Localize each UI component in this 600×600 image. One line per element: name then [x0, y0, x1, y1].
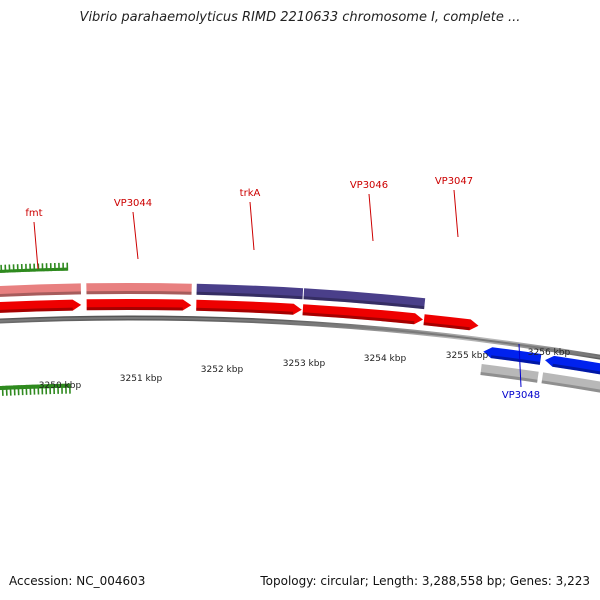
cds-forward-arrow [0, 299, 82, 313]
scale-label: 3251 kbp [120, 374, 163, 384]
chromosome-backbone [0, 315, 600, 360]
scale-label: 3254 kbp [364, 354, 407, 364]
label-leaders [33, 189, 522, 388]
cds-forward-shade [196, 307, 294, 315]
leader-line [33, 221, 39, 270]
gene-label: VP3046 [350, 180, 388, 191]
leader-line [249, 201, 255, 251]
cds-reverse-shade [552, 363, 600, 375]
scale-label: 3252 kbp [201, 365, 244, 375]
scale-label: 3250 kbp [39, 381, 82, 391]
cds-forward-shade [302, 312, 415, 325]
gene-block-reverse-shade [541, 380, 600, 393]
scale-label: 3253 kbp [283, 359, 326, 369]
gene-block [196, 283, 304, 300]
gene-labels: fmt VP3044 trkA VP3046 VP3047 VP3048 [25, 176, 540, 401]
gene-label: fmt [25, 208, 42, 219]
gene-label: trkA [240, 188, 261, 199]
cds-forward-shade [423, 322, 470, 331]
gene-block-reverse [480, 364, 539, 383]
accession-text: Accession: NC_004603 [9, 574, 146, 588]
gene-block [86, 282, 192, 295]
gene-block-reverse [541, 372, 600, 393]
leader-line [368, 193, 374, 242]
gene-block-shade [303, 296, 425, 310]
cds-forward-shade [86, 306, 183, 311]
inner-tick [5, 385, 8, 396]
leader-line [132, 211, 139, 260]
gene-block-shade [0, 291, 81, 297]
topology-summary: Topology: circular; Length: 3,288,558 bp… [260, 574, 590, 588]
cds-reverse-shade [490, 355, 541, 365]
scale-labels: 3250 kbp 3251 kbp 3252 kbp 3253 kbp 3254 kbp… [39, 348, 571, 391]
gene-label: VP3047 [435, 176, 473, 187]
feature-track [0, 282, 600, 393]
gene-block [0, 283, 81, 297]
cds-forward-arrow [196, 299, 302, 315]
cds-forward-arrow [423, 314, 479, 331]
gene-block-reverse-shade [480, 372, 538, 383]
cds-reverse-arrow [545, 355, 600, 375]
cds-forward-arrow [302, 304, 423, 325]
inner-tick-marks [0, 383, 71, 396]
outer-tick-marks [0, 262, 69, 273]
cds-forward-shade [0, 307, 73, 313]
map-title: Vibrio parahaemolyticus RIMD 2210633 chr… [79, 10, 521, 25]
leader-line [518, 343, 522, 388]
gene-label: VP3048 [502, 390, 540, 401]
gene-block-shade [86, 290, 192, 295]
cds-forward-arrow [86, 298, 192, 311]
leader-line [453, 189, 459, 238]
gene-label: VP3044 [114, 198, 152, 209]
scale-label: 3255 kbp [446, 351, 489, 361]
scale-label: 3256 kbp [528, 348, 571, 358]
gene-block-shade [196, 291, 303, 300]
backbone-core [0, 316, 600, 359]
cds-reverse-arrow [483, 347, 542, 365]
gene-block [303, 288, 426, 310]
